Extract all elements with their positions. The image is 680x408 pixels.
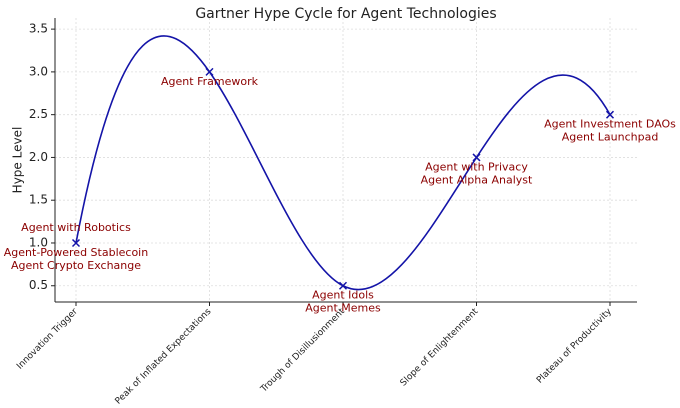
annotation: Agent Framework bbox=[161, 75, 259, 88]
y-tick-label: 3.0 bbox=[29, 64, 48, 78]
x-tick-label: Innovation Trigger bbox=[15, 307, 80, 372]
y-tick-label: 3.5 bbox=[29, 22, 48, 36]
chart-title: Gartner Hype Cycle for Agent Technologie… bbox=[195, 6, 496, 22]
x-tick-label: Peak of Inflated Expectations bbox=[114, 307, 214, 407]
y-tick-label: 0.5 bbox=[29, 278, 48, 292]
annotation: Agent Launchpad bbox=[562, 131, 659, 144]
annotation: Agent Alpha Analyst bbox=[421, 173, 533, 186]
point-marker bbox=[338, 281, 348, 290]
annotation: Agent Investment DAOs bbox=[544, 118, 676, 131]
point-marker bbox=[205, 67, 214, 76]
annotation: Agent Crypto Exchange bbox=[11, 259, 141, 272]
annotation: Agent Idols bbox=[312, 289, 374, 302]
annotation: Agent-Powered Stablecoin bbox=[4, 246, 148, 259]
y-tick-label: 2.5 bbox=[29, 107, 48, 121]
point-marker bbox=[472, 153, 481, 162]
point-marker bbox=[605, 110, 615, 119]
y-tick-label: 1.0 bbox=[29, 235, 48, 249]
annotation: Agent with Robotics bbox=[21, 221, 131, 234]
y-tick-label: 2.0 bbox=[29, 150, 48, 164]
annotation: Agent Memes bbox=[305, 302, 381, 315]
x-tick-label: Plateau of Productivity bbox=[535, 306, 614, 385]
x-tick-label: Trough of Disillusionment bbox=[259, 306, 348, 395]
y-tick-label: 1.5 bbox=[29, 193, 48, 207]
x-tick-label: Slope of Enlightenment bbox=[399, 306, 481, 388]
y-axis-label: Hype Level bbox=[11, 127, 25, 194]
hype-curve bbox=[75, 35, 611, 291]
annotation: Agent with Privacy bbox=[425, 160, 528, 173]
point-marker bbox=[71, 238, 81, 248]
